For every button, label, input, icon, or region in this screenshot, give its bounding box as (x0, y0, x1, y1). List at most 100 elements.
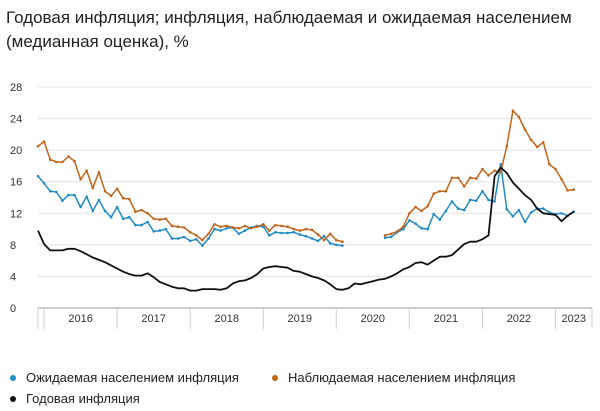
y-tick-label: 28 (10, 82, 22, 94)
series-observed (36, 109, 575, 243)
data-point-observed (115, 187, 119, 191)
series-annual (37, 166, 575, 292)
data-point-observed (201, 238, 204, 242)
data-point-observed (335, 238, 338, 242)
data-point-expected (444, 209, 448, 213)
legend-label-expected: Ожидаемая населением инфляция (26, 370, 239, 385)
data-point-expected (475, 199, 478, 202)
data-point-expected (146, 220, 149, 224)
data-point-expected (408, 219, 411, 222)
data-point-observed (517, 115, 521, 119)
data-point-observed (158, 218, 162, 221)
data-point-observed (523, 128, 527, 131)
data-point-expected (511, 215, 515, 218)
series-line-annual (37, 166, 575, 292)
data-point-observed (292, 227, 296, 231)
legend-item-expected: Ожидаемая населением инфляция (10, 370, 239, 385)
data-point-expected (182, 235, 186, 239)
legend-item-observed: Наблюдаемая населением инфляция (272, 370, 515, 385)
data-point-expected (505, 208, 509, 211)
data-point-expected (402, 227, 405, 231)
data-point-observed (493, 169, 496, 172)
data-point-expected (292, 230, 296, 234)
y-axis-ticks: 0 4 8 12 16 20 24 28 (10, 82, 22, 315)
legend-marker-observed (272, 374, 278, 381)
data-point-observed (188, 230, 192, 234)
data-point-expected (274, 230, 277, 234)
data-point-expected (298, 233, 302, 236)
data-point-observed (475, 177, 478, 180)
data-point-expected (341, 244, 344, 247)
data-point-expected (109, 215, 113, 219)
data-point-observed (103, 189, 107, 193)
data-point-observed (316, 233, 320, 236)
data-point-expected (85, 195, 88, 198)
data-point-observed (207, 232, 210, 236)
data-point-observed (48, 158, 52, 161)
data-point-expected (195, 238, 198, 241)
y-tick-label: 24 (10, 114, 22, 126)
data-point-expected (414, 222, 417, 225)
data-point-observed (55, 160, 58, 164)
data-point-observed (481, 167, 484, 171)
data-point-expected (121, 217, 125, 221)
data-point-expected (481, 189, 484, 193)
data-point-observed (91, 186, 95, 190)
data-point-observed (152, 217, 155, 221)
data-point-expected (115, 205, 119, 209)
data-point-observed (219, 225, 222, 228)
data-point-expected (55, 190, 58, 194)
data-point-expected (499, 163, 503, 166)
data-point-observed (456, 176, 460, 180)
y-tick-label: 0 (10, 303, 16, 315)
data-point-observed (426, 204, 429, 208)
data-point-expected (322, 234, 326, 238)
data-point-observed (255, 225, 259, 228)
data-point-expected (328, 242, 332, 245)
data-point-observed (274, 223, 277, 227)
data-point-observed (249, 227, 253, 230)
data-point-expected (48, 189, 52, 193)
data-point-observed (389, 232, 393, 236)
data-point-observed (79, 178, 82, 181)
series-expected (36, 163, 575, 247)
legend-marker-annual (10, 395, 16, 402)
data-point-observed (438, 189, 442, 193)
chart-title: Годовая инфляция; инфляция, наблюдаемая … (6, 8, 572, 51)
data-point-observed (304, 227, 308, 231)
series-line-observed (384, 109, 574, 237)
data-point-expected (268, 234, 271, 237)
data-point-observed (61, 160, 64, 164)
data-point-observed (85, 169, 88, 172)
data-point-observed (146, 212, 149, 215)
data-point-observed (36, 144, 40, 148)
data-point-observed (195, 234, 198, 237)
data-point-expected (164, 227, 168, 231)
data-point-observed (164, 217, 168, 221)
data-point-expected (523, 220, 527, 224)
data-point-observed (328, 232, 332, 236)
data-point-expected (456, 207, 460, 210)
data-point-observed (286, 225, 289, 228)
data-point-observed (566, 189, 569, 192)
data-point-expected (42, 182, 46, 185)
data-point-observed (176, 225, 180, 228)
data-point-expected (73, 193, 76, 197)
data-point-expected (103, 209, 107, 213)
data-point-expected (310, 237, 314, 240)
data-point-expected (207, 237, 210, 240)
data-point-expected (383, 236, 387, 240)
data-point-observed (121, 197, 125, 200)
data-point-observed (395, 230, 399, 233)
data-point-observed (542, 141, 545, 144)
data-point-observed (213, 223, 216, 226)
data-point-expected (158, 229, 162, 232)
data-point-expected (91, 209, 95, 213)
data-point-observed (97, 170, 101, 174)
data-point-expected (468, 198, 472, 202)
data-point-expected (280, 231, 283, 235)
data-point-expected (128, 215, 131, 219)
data-point-expected (487, 198, 490, 202)
data-point-expected (219, 229, 222, 232)
data-point-expected (152, 230, 155, 233)
